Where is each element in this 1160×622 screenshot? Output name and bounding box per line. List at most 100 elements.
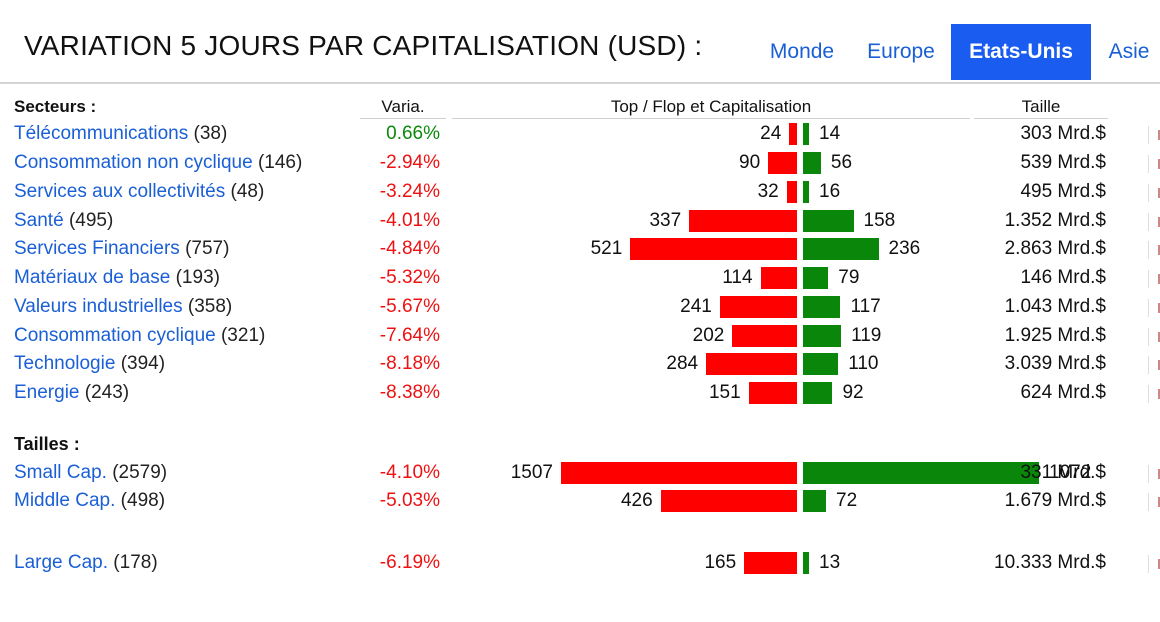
table-row: Small Cap. (2579) -4.10% 1507 1072 331 Mrd.$: [0, 459, 1160, 487]
sparkline-icon[interactable]: [1148, 213, 1160, 231]
capitalisation-size: 539 Mrd.$: [1020, 152, 1106, 173]
row-link[interactable]: Technologie: [14, 353, 116, 374]
table-row: Services Financiers (757) -4.84% 521 236 2.8…: [0, 235, 1160, 263]
row-count: (178): [113, 552, 158, 573]
row-link[interactable]: Services Financiers: [14, 238, 180, 259]
flop-bar: [706, 353, 797, 375]
tab-europe[interactable]: Europe: [867, 40, 935, 63]
variation-value: -3.24%: [379, 181, 440, 202]
variation-value: -8.38%: [379, 382, 440, 403]
top-bar: [803, 325, 842, 347]
row-name: Santé (495): [14, 207, 113, 235]
row-name: Valeurs industrielles (358): [14, 293, 232, 321]
row-link[interactable]: Services aux collectivités: [14, 181, 226, 202]
row-link[interactable]: Télécommunications: [14, 123, 189, 144]
table-row: Consommation cyclique (321) -7.64% 202 119 1…: [0, 322, 1160, 350]
row-name: Technologie (394): [14, 350, 165, 378]
sparkline-icon[interactable]: [1148, 328, 1160, 346]
tab-asie[interactable]: Asie: [1108, 40, 1150, 63]
flop-count: 165: [704, 552, 737, 573]
sparkline-icon[interactable]: [1148, 299, 1160, 317]
row-name: Consommation non cyclique (146): [14, 149, 302, 177]
capitalisation-size: 1.352 Mrd.$: [1004, 210, 1106, 231]
flop-bar: [789, 123, 797, 145]
variation-value: -8.18%: [379, 353, 440, 374]
taille-column-header: Taille: [974, 96, 1108, 119]
row-link[interactable]: Consommation non cyclique: [14, 152, 253, 173]
row-name: Consommation cyclique (321): [14, 322, 265, 350]
sparkline-icon[interactable]: [1148, 184, 1160, 202]
row-name: Large Cap. (178): [14, 549, 158, 577]
capitalisation-size: 1.679 Mrd.$: [1004, 490, 1106, 511]
flop-bar: [744, 552, 797, 574]
top-bar: [803, 238, 879, 260]
top-count: 92: [842, 382, 864, 403]
top-count: 119: [851, 325, 882, 346]
capitalisation-size: 3.039 Mrd.$: [1004, 353, 1106, 374]
sparkline-icon[interactable]: [1148, 555, 1160, 573]
flop-bar: [630, 238, 797, 260]
table-row: Matériaux de base (193) -5.32% 114 79 146 Mr…: [0, 264, 1160, 292]
tab-etats-unis[interactable]: Etats-Unis: [951, 24, 1091, 80]
variation-value: -7.64%: [379, 325, 440, 346]
variation-value: 0.66%: [386, 123, 440, 144]
flop-count: 32: [757, 181, 779, 202]
top-bar: [803, 181, 809, 203]
row-link[interactable]: Matériaux de base: [14, 267, 171, 288]
row-link[interactable]: Consommation cyclique: [14, 325, 216, 346]
capitalisation-size: 624 Mrd.$: [1020, 382, 1106, 403]
capitalisation-size: 1.925 Mrd.$: [1004, 325, 1106, 346]
row-name: Télécommunications (38): [14, 120, 227, 148]
top-bar: [803, 296, 841, 318]
flop-bar: [719, 296, 797, 318]
row-name: Energie (243): [14, 379, 129, 407]
flop-count: 24: [760, 123, 782, 144]
flop-bar: [786, 181, 797, 203]
tab-monde[interactable]: Monde: [769, 40, 835, 63]
variation-value: -5.67%: [379, 296, 440, 317]
flop-bar: [660, 490, 797, 512]
sparkline-icon[interactable]: [1148, 270, 1160, 288]
row-count: (358): [187, 296, 233, 317]
flop-count: 337: [649, 210, 682, 231]
variation-value: -4.84%: [379, 238, 440, 259]
sparkline-icon[interactable]: [1148, 241, 1160, 259]
flop-bar: [561, 462, 797, 484]
row-count: (498): [120, 490, 166, 511]
row-name: Services aux collectivités (48): [14, 178, 264, 206]
row-link[interactable]: Energie: [14, 382, 80, 403]
sparkline-icon[interactable]: [1148, 155, 1160, 173]
sparkline-icon[interactable]: [1148, 465, 1160, 483]
row-link[interactable]: Small Cap.: [14, 462, 107, 483]
row-link[interactable]: Santé: [14, 210, 64, 231]
top-bar: [803, 552, 809, 574]
top-flop-column-header: Top / Flop et Capitalisation: [452, 96, 970, 119]
row-link[interactable]: Middle Cap.: [14, 490, 116, 511]
top-count: 1072: [1049, 462, 1092, 483]
variation-value: -5.32%: [379, 267, 440, 288]
table-row: Energie (243) -8.38% 151 92 624 Mrd.$: [0, 379, 1160, 407]
row-name: Small Cap. (2579): [14, 459, 167, 487]
table-row: Télécommunications (38) 0.66% 24 14 303 Mrd.…: [0, 120, 1160, 148]
row-count: (394): [120, 353, 166, 374]
sparkline-icon[interactable]: [1148, 126, 1160, 144]
variation-value: -6.19%: [379, 552, 440, 573]
varia-column-header: Varia.: [360, 96, 446, 119]
capitalisation-size: 146 Mrd.$: [1020, 267, 1106, 288]
row-link[interactable]: Valeurs industrielles: [14, 296, 183, 317]
row-name: Services Financiers (757): [14, 235, 229, 263]
row-count: (146): [257, 152, 303, 173]
sparkline-icon[interactable]: [1148, 493, 1160, 511]
sparkline-icon[interactable]: [1148, 356, 1160, 374]
row-link[interactable]: Large Cap.: [14, 552, 109, 573]
flop-count: 114: [722, 267, 753, 288]
flop-bar: [760, 267, 797, 289]
sparkline-icon[interactable]: [1148, 385, 1160, 403]
capitalisation-size: 1.043 Mrd.$: [1004, 296, 1106, 317]
top-bar: [803, 152, 821, 174]
flop-count: 241: [680, 296, 712, 317]
top-bar: [803, 382, 833, 404]
top-count: 79: [838, 267, 860, 288]
row-count: (38): [193, 123, 228, 144]
capitalisation-size: 331 Mrd.$: [1020, 462, 1106, 483]
